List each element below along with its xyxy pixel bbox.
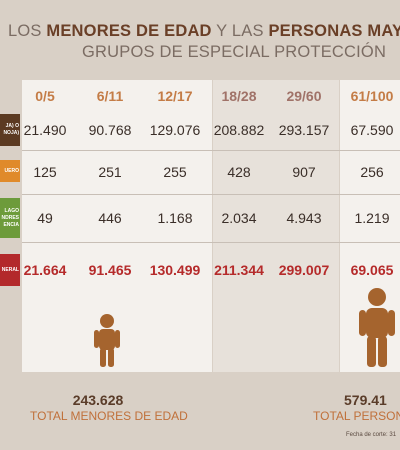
cell: 211.344 [214, 262, 264, 278]
cell: 130.499 [149, 262, 201, 278]
title-bold: MENORES DE EDAD [46, 22, 212, 40]
panel-adults [213, 80, 339, 372]
cell: 299.007 [278, 262, 330, 278]
footnote: Fecha de corte: 31 [346, 432, 397, 438]
title-line-2: GRUPOS DE ESPECIAL PROTECCIÓN [82, 43, 387, 61]
cell: 21.664 [23, 262, 67, 278]
cell: 428 [227, 164, 251, 180]
adult-icon [359, 288, 395, 367]
column-header: 0/5 [35, 88, 55, 104]
cell: 446 [98, 210, 122, 226]
total-value: 579.41 [344, 392, 387, 408]
row-label: NERAL [0, 254, 20, 286]
column-header: 12/17 [157, 88, 193, 104]
row-separator [22, 194, 400, 195]
row-label-text: NOJA) [3, 130, 19, 136]
child-icon [94, 314, 120, 367]
title-part: Y LAS [211, 22, 269, 40]
row-label: LAGO NDRES ENCIA [0, 198, 20, 238]
total-label: TOTAL MENORES DE EDAD [30, 409, 188, 423]
row-label: UERO [0, 160, 20, 182]
row-label-text: LAGO [4, 207, 19, 214]
cell: 255 [163, 164, 187, 180]
cell: 208.882 [213, 122, 265, 138]
column-header: 29/60 [286, 88, 322, 104]
total-label: TOTAL PERSONAS [313, 409, 400, 423]
row-label-text: UERO [4, 167, 19, 174]
cell: 49 [37, 210, 53, 226]
title-part: LOS [8, 22, 47, 40]
column-header: 18/28 [221, 88, 257, 104]
cell: 125 [33, 164, 57, 180]
cell: 251 [98, 164, 122, 180]
column-header: 61/100 [350, 88, 394, 104]
cell: 90.768 [88, 122, 132, 138]
title-line-1: LOS MENORES DE EDAD Y LAS PERSONAS MAYOR… [8, 22, 400, 41]
cell: 907 [292, 164, 316, 180]
cell: 69.065 [350, 262, 394, 278]
row-label-text: NDRES [1, 214, 19, 221]
cell: 1.219 [354, 210, 390, 226]
row-label: JA) O NOJA) [0, 114, 20, 146]
row-label-text: JA) O [5, 123, 19, 129]
cell: 21.490 [23, 122, 67, 138]
row-separator [22, 242, 400, 243]
cell: 129.076 [149, 122, 201, 138]
cell: 293.157 [278, 122, 330, 138]
panel-minors [22, 80, 212, 372]
cell: 91.465 [88, 262, 132, 278]
cell: 2.034 [221, 210, 257, 226]
title-bold: PERSONAS MAYORES [268, 22, 400, 40]
cell: 4.943 [286, 210, 322, 226]
column-header: 6/11 [96, 88, 124, 104]
row-label-text: ENCIA [3, 221, 19, 228]
cell: 1.168 [157, 210, 193, 226]
row-label-text: NERAL [1, 266, 19, 273]
row-separator [22, 150, 400, 151]
cell: 67.590 [350, 122, 394, 138]
total-value: 243.628 [72, 392, 124, 408]
cell: 256 [360, 164, 384, 180]
